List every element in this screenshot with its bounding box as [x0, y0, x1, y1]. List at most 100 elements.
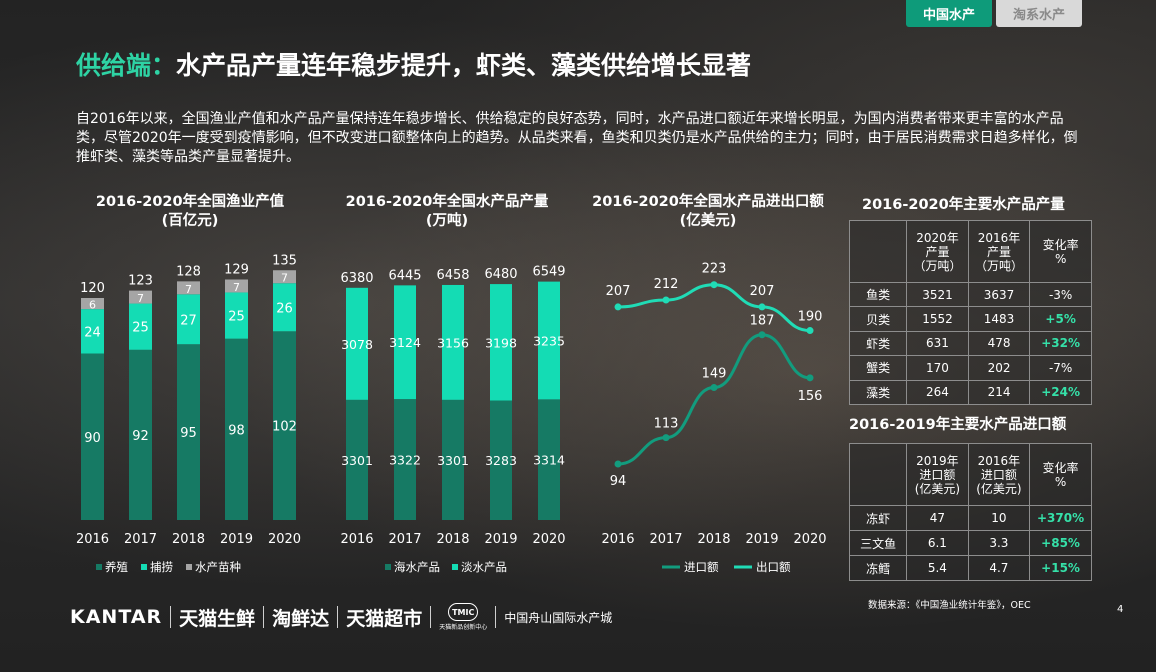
data-point	[710, 281, 718, 289]
table-header-cell: 2016年 产量 （万吨）	[967, 220, 1031, 283]
bar-value-label: 3235	[533, 333, 565, 348]
bar-value-label: 3283	[485, 453, 517, 468]
data-label: 187	[750, 314, 775, 329]
bar-segment	[394, 399, 416, 520]
x-tick-label: 2020	[268, 532, 301, 547]
bar-value-label: 26	[276, 301, 293, 316]
tab-taobao-aquatic[interactable]: 淘系水产	[996, 0, 1082, 27]
bar-value-label: 6	[89, 299, 96, 312]
bar-total-label: 6480	[484, 267, 517, 282]
x-tick-label: 2019	[484, 532, 517, 547]
data-label: 190	[798, 310, 823, 325]
page-title: 供给端：水产品产量连年稳步提升，虾类、藻类供给增长显著	[76, 46, 751, 82]
legend-label: 进口额	[684, 560, 719, 574]
bar-segment	[538, 399, 560, 520]
x-tick-label: 2016	[340, 532, 373, 547]
series-line	[617, 283, 811, 333]
data-point	[662, 296, 670, 304]
x-tick-label: 2018	[172, 532, 205, 547]
change-rate-cell: +370%	[1029, 505, 1092, 531]
tab-bar: 中国水产 淘系水产	[906, 0, 1082, 27]
logo-divider	[337, 606, 339, 628]
bar-total-label: 6380	[340, 271, 373, 286]
value-cell: 214	[967, 379, 1031, 405]
bar-segment	[442, 284, 464, 400]
change-rate-cell: -7%	[1029, 355, 1092, 381]
logo-divider	[495, 606, 497, 628]
bar-total-label: 6549	[532, 265, 565, 280]
tmic-subtitle: 天猫新品创新中心	[439, 624, 488, 631]
legend-label: 捕捞	[150, 560, 173, 574]
bar-value-label: 7	[233, 281, 240, 294]
bar-total-label: 123	[128, 274, 153, 289]
x-tick-label: 2018	[436, 532, 469, 547]
table-header-cell: 2016年 进口额 (亿美元)	[967, 443, 1031, 506]
bar-segment	[273, 283, 296, 332]
legend-label: 水产苗种	[195, 560, 241, 574]
partner-logos: KANTAR 天猫生鲜 淘鲜达 天猫超市 TMIC 天猫新品创新中心 中国舟山国…	[70, 603, 612, 631]
data-label: 156	[798, 389, 823, 404]
zhoushan-logo: 中国舟山国际水产城	[504, 610, 613, 625]
bar-segment	[273, 270, 296, 284]
bar-segment	[81, 353, 104, 520]
bar-segment	[225, 338, 248, 520]
value-cell: 631	[906, 330, 969, 357]
bar-value-label: 25	[228, 310, 245, 325]
data-label: 94	[610, 474, 627, 489]
bar-segment	[442, 399, 464, 520]
table-row: 藻类 264 214 +24%	[848, 379, 1092, 405]
data-point	[614, 460, 622, 468]
bar-value-label: 3198	[485, 335, 517, 350]
data-point	[806, 374, 814, 382]
x-tick-label: 2018	[697, 532, 730, 547]
data-label: 207	[750, 284, 775, 299]
bar-value-label: 90	[84, 431, 101, 446]
tab-china-aquatic[interactable]: 中国水产	[906, 0, 992, 27]
intro-paragraph: 自2016年以来，全国渔业产值和水产品产量保持连年稳步增长、供给稳定的良好态势，…	[76, 111, 1078, 165]
x-tick-label: 2019	[220, 532, 253, 547]
table-row: 冻虾 47 10 +370%	[848, 505, 1092, 531]
data-label: 113	[654, 417, 679, 432]
legend-label: 海水产品	[394, 560, 440, 574]
value-cell: 202	[967, 355, 1031, 381]
legend-label: 出口额	[756, 560, 791, 574]
bar-segment	[346, 287, 368, 400]
table-row: 冻鳕 5.4 4.7 +15%	[848, 555, 1092, 581]
chart3-title-line1: 2016-2020年全国水产品进出口额	[592, 194, 824, 210]
table-row: 蟹类 170 202 -7%	[848, 355, 1092, 381]
data-point	[662, 434, 670, 442]
change-rate-cell: +32%	[1029, 330, 1092, 357]
bar-value-label: 3322	[389, 453, 421, 468]
legend-swatch	[141, 564, 147, 570]
tmic-badge: TMIC	[448, 603, 479, 621]
bar-value-label: 3301	[437, 453, 469, 468]
fishery-output-chart: 90 24 6 120 2016 92 25 7 123 2017 95 27 7 128 2018 98 25…	[76, 253, 301, 574]
bar-segment	[129, 303, 152, 350]
legend-swatch	[452, 564, 458, 570]
chart1-title-line1: 2016-2020年全国渔业产值	[95, 194, 285, 210]
import-table: 2019年 进口额 (亿美元) 2016年 进口额 (亿美元) 变化率 % 冻虾 47 1…	[848, 443, 1092, 581]
value-cell: 6.1	[906, 530, 969, 556]
bar-value-label: 3301	[341, 453, 373, 468]
tmall-supermarket-logo: 天猫超市	[346, 607, 423, 630]
chart3-title: 2016-2020年全国水产品进出口额 (亿美元)	[583, 193, 833, 231]
chart3-title-line2: (亿美元)	[679, 213, 737, 229]
table-header-cell	[848, 443, 908, 506]
value-cell: 3637	[967, 281, 1031, 308]
value-cell: 47	[906, 505, 969, 531]
table-row: 虾类 631 478 +32%	[848, 330, 1092, 357]
bar-value-label: 3156	[437, 335, 469, 350]
bar-value-label: 7	[185, 283, 192, 296]
table-header-cell: 变化率 %	[1029, 443, 1092, 506]
chart2-title: 2016-2020年全国水产品产量 (万吨)	[336, 193, 558, 231]
row-label: 蟹类	[848, 355, 908, 381]
value-cell: 3.3	[967, 530, 1031, 556]
bar-value-label: 27	[180, 313, 197, 328]
change-rate-cell: +15%	[1029, 555, 1092, 581]
change-rate-cell: -3%	[1029, 281, 1092, 308]
bar-value-label: 3124	[389, 335, 421, 350]
bar-segment	[490, 284, 512, 401]
data-source: 数据来源：《中国渔业统计年鉴》，OEC	[868, 600, 1031, 611]
data-label: 207	[606, 284, 631, 299]
bar-segment	[225, 292, 248, 339]
